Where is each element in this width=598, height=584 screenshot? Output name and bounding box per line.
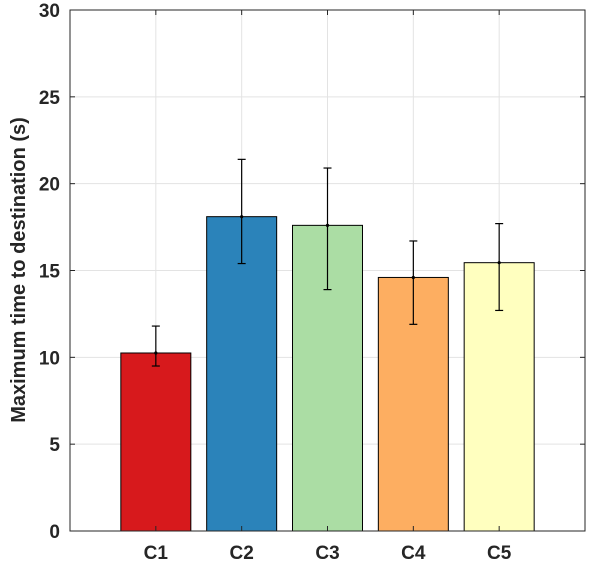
bar-c2 xyxy=(206,216,278,532)
y-tick-label: 0 xyxy=(49,522,60,543)
y-tick-label: 25 xyxy=(39,88,61,109)
error-bar-c1 xyxy=(151,325,160,367)
y-axis-label: Maximum time to destination (s) xyxy=(8,117,30,423)
y-tick-label: 20 xyxy=(39,175,60,196)
mean-marker xyxy=(325,223,330,227)
error-bars xyxy=(151,158,504,367)
mean-marker xyxy=(240,215,244,219)
error-bar-c4 xyxy=(409,240,418,325)
y-tick-label: 15 xyxy=(39,262,61,283)
mean-marker xyxy=(154,351,158,355)
bar-c1 xyxy=(120,352,192,532)
x-tick-label: C1 xyxy=(144,543,169,564)
y-tick-label: 5 xyxy=(49,435,60,456)
x-tick-label: C3 xyxy=(315,543,339,564)
error-bar-c2 xyxy=(237,158,246,265)
x-tick-label: C4 xyxy=(401,543,426,564)
x-tick-labels: C1 C2 C3 C4 C5 xyxy=(144,543,512,564)
mean-marker xyxy=(497,261,501,265)
error-bar-c3 xyxy=(323,167,332,291)
axes xyxy=(69,9,586,532)
x-tick-label: C5 xyxy=(487,543,512,564)
mean-marker xyxy=(411,275,415,280)
x-tick-label: C2 xyxy=(230,543,254,564)
y-tick-labels: 0 5 10 15 20 25 30 xyxy=(39,1,61,543)
y-tick-label: 30 xyxy=(39,1,60,22)
y-tick-label: 10 xyxy=(39,348,60,369)
error-bar-c5 xyxy=(495,223,504,312)
